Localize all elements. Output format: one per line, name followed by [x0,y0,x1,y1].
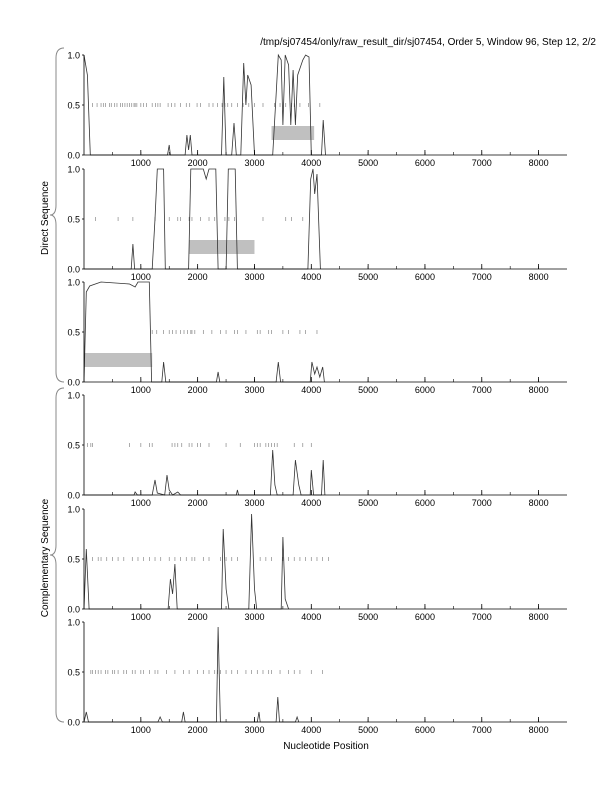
x-tick-label: 3000 [244,612,264,622]
orf-box [271,126,315,140]
x-tick-label: 1000 [131,725,151,735]
orf-box [189,240,255,254]
series-line [84,449,326,496]
y-tick-label: 1.0 [67,391,80,401]
y-tick-label: 0.0 [67,491,80,501]
group-label-direct: Direct Sequence [40,181,51,255]
x-tick-label: 6000 [415,725,435,735]
x-tick-label: 8000 [529,612,549,622]
brace-complementary [49,387,65,723]
x-axis-label: Nucleotide Position [283,741,369,752]
x-tick-label: 6000 [415,498,435,508]
x-tick-label: 2000 [188,498,208,508]
x-tick-label: 7000 [472,612,492,622]
x-tick-label: 1000 [131,385,151,395]
x-tick-label: 3000 [244,498,264,508]
panel-direct-frame-2: 0.0 0.5 1.0 1000 2000 3000 4000 5000 6000 7000 800… [67,165,567,282]
series-line [83,626,300,723]
x-tick-label: 3000 [244,725,264,735]
x-tick-label: 6000 [415,385,435,395]
x-tick-label: 6000 [415,612,435,622]
x-tick-label: 7000 [472,385,492,395]
x-tick-label: 3000 [244,272,264,282]
panel-complementary-frame-2: 0.0 0.5 1.0 1000 2000 3000 4000 5000 6000 7000 800… [67,505,567,622]
x-tick-label: 4000 [301,158,321,168]
x-tick-label: 5000 [358,385,378,395]
y-tick-label: 0.0 [67,718,80,728]
y-tick-label: 0.0 [67,265,80,275]
x-tick-label: 1000 [131,158,151,168]
y-tick-label: 0.0 [67,151,80,161]
y-tick-label: 0.0 [67,378,80,388]
x-tick-label: 3000 [244,158,264,168]
group-label-complementary: Complementary Sequence [40,498,51,617]
y-tick-label: 0.5 [67,555,80,565]
x-tick-label: 6000 [415,158,435,168]
y-tick-label: 0.0 [67,605,80,615]
x-tick-label: 8000 [529,272,549,282]
y-tick-label: 1.0 [67,165,80,175]
x-tick-label: 2000 [188,385,208,395]
x-tick-label: 1000 [131,612,151,622]
series-line [83,513,289,610]
x-tick-label: 5000 [358,725,378,735]
x-tick-label: 4000 [301,612,321,622]
x-tick-label: 4000 [301,385,321,395]
x-tick-label: 7000 [472,725,492,735]
x-tick-label: 8000 [529,158,549,168]
x-tick-label: 1000 [131,272,151,282]
brace-direct [49,47,65,383]
x-tick-label: 4000 [301,272,321,282]
x-tick-label: 1000 [131,498,151,508]
x-tick-label: 5000 [358,158,378,168]
chart-title: /tmp/sj07454/only/raw_result_dir/sj07454… [260,37,596,48]
x-tick-label: 5000 [358,498,378,508]
x-tick-label: 2000 [188,158,208,168]
x-tick-label: 5000 [358,612,378,622]
x-tick-label: 2000 [188,725,208,735]
x-tick-label: 8000 [529,725,549,735]
x-tick-label: 3000 [244,385,264,395]
x-tick-label: 5000 [358,272,378,282]
x-tick-label: 2000 [188,272,208,282]
x-tick-label: 7000 [472,272,492,282]
series-line [83,53,326,156]
panel-direct-frame-1: 0.0 0.5 1.0 1000 2000 3000 4000 5000 6000 7000 800… [67,51,567,168]
y-tick-label: 1.0 [67,51,80,61]
y-tick-label: 0.5 [67,215,80,225]
x-tick-label: 4000 [301,498,321,508]
y-tick-label: 1.0 [67,618,80,628]
series-line [84,168,321,270]
orf-box [84,353,153,367]
x-tick-label: 2000 [188,612,208,622]
x-tick-label: 8000 [529,498,549,508]
panel-complementary-frame-1: 0.0 0.5 1.0 1000 2000 3000 4000 5000 6000 7000 800… [67,391,567,508]
y-tick-label: 0.5 [67,328,80,338]
panel-direct-frame-3: 0.0 0.5 1.0 1000 2000 3000 4000 5000 6000 7000 800… [67,278,567,395]
x-tick-label: 8000 [529,385,549,395]
y-tick-label: 0.5 [67,101,80,111]
panel-complementary-frame-3: 0.0 0.5 1.0 1000 2000 3000 4000 5000 6000 7000 800… [67,618,567,735]
x-tick-label: 4000 [301,725,321,735]
y-tick-label: 1.0 [67,278,80,288]
x-tick-label: 6000 [415,272,435,282]
x-tick-label: 7000 [472,158,492,168]
y-tick-label: 1.0 [67,505,80,515]
y-tick-label: 0.5 [67,668,80,678]
y-tick-label: 0.5 [67,441,80,451]
x-tick-label: 7000 [472,498,492,508]
